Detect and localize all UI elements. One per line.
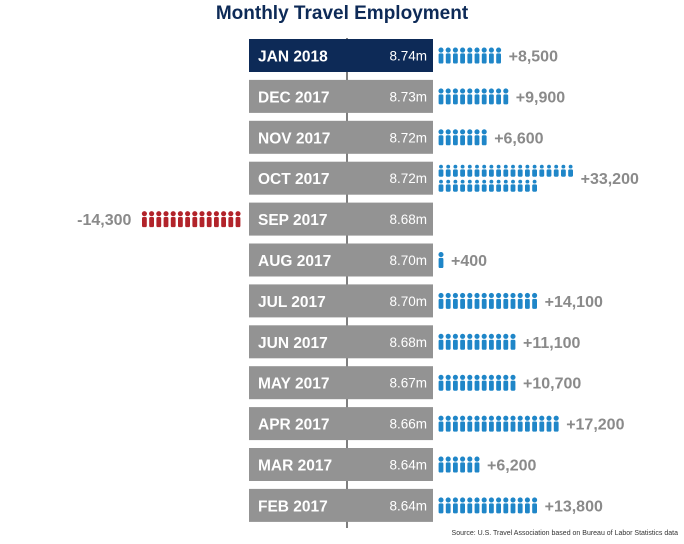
row-jan-2018: JAN 2018 8.74m +8,500	[249, 39, 558, 72]
row-nov-2017: NOV 2017 8.72m +6,600	[249, 120, 544, 154]
month-label: OCT 2017	[258, 171, 330, 188]
people-icons	[438, 292, 538, 309]
month-bar	[249, 161, 433, 195]
month-bar	[249, 39, 433, 72]
month-bar	[249, 120, 433, 154]
people-icons	[438, 415, 559, 432]
center-axis-line	[346, 38, 348, 528]
change-label: +17,200	[566, 417, 624, 434]
total-label: 8.67m	[389, 376, 427, 391]
month-bar	[249, 284, 433, 318]
total-label: 8.64m	[389, 458, 427, 473]
month-label: MAR 2017	[258, 458, 332, 475]
month-bar	[249, 407, 433, 441]
people-icons	[438, 497, 538, 514]
month-label: JUL 2017	[258, 294, 326, 311]
change-label: +14,100	[545, 294, 603, 311]
change-label: +6,200	[487, 458, 536, 475]
change-label: +6,600	[494, 130, 543, 147]
row-dec-2017: DEC 2017 8.73m +9,900	[249, 79, 565, 113]
month-label: MAY 2017	[258, 376, 330, 393]
source-note: Source: U.S. Travel Association based on…	[451, 530, 678, 537]
total-label: 8.68m	[389, 212, 427, 227]
people-icons	[438, 47, 502, 64]
row-feb-2017: FEB 2017 8.64m +13,800	[249, 488, 603, 522]
people-icons	[438, 164, 573, 192]
total-label: 8.66m	[389, 417, 427, 432]
month-bar	[249, 243, 433, 277]
total-label: 8.68m	[389, 335, 427, 350]
people-icons	[438, 456, 480, 473]
month-bar	[249, 325, 433, 359]
change-label: +9,900	[516, 89, 565, 106]
month-bar	[249, 79, 433, 113]
row-aug-2017: AUG 2017 8.70m +400	[249, 243, 487, 277]
month-label: APR 2017	[258, 417, 330, 434]
month-label: JAN 2018	[258, 49, 328, 66]
month-bar	[249, 448, 433, 481]
people-icons	[438, 88, 509, 105]
row-jun-2017: JUN 2017 8.68m +11,100	[249, 325, 581, 359]
change-label: -14,300	[77, 212, 131, 229]
row-may-2017: MAY 2017 8.67m +10,700	[249, 366, 581, 400]
change-label: +13,800	[545, 498, 603, 515]
total-label: 8.70m	[389, 294, 427, 309]
row-oct-2017: OCT 2017 8.72m +33,200	[249, 161, 639, 195]
change-label: +33,200	[581, 171, 639, 188]
row-apr-2017: APR 2017 8.66m +17,200	[249, 407, 625, 441]
total-label: 8.70m	[389, 253, 427, 268]
people-icons	[438, 129, 487, 146]
people-icons	[141, 211, 241, 228]
row-mar-2017: MAR 2017 8.64m +6,200	[249, 448, 536, 481]
total-label: 8.72m	[389, 130, 427, 145]
month-label: SEP 2017	[258, 212, 328, 229]
month-label: DEC 2017	[258, 89, 330, 106]
total-label: 8.72m	[389, 171, 427, 186]
month-label: JUN 2017	[258, 335, 328, 352]
month-label: NOV 2017	[258, 130, 330, 147]
people-icons	[438, 333, 516, 350]
total-label: 8.64m	[389, 498, 427, 513]
month-label: FEB 2017	[258, 498, 328, 515]
people-icons	[438, 374, 516, 391]
month-bar	[249, 366, 433, 400]
month-bar	[249, 202, 433, 236]
people-icons	[438, 252, 444, 268]
row-jul-2017: JUL 2017 8.70m +14,100	[249, 284, 603, 318]
total-label: 8.73m	[389, 89, 427, 104]
chart-title: Monthly Travel Employment	[215, 3, 469, 24]
month-bar	[249, 488, 433, 522]
change-label: +8,500	[509, 49, 558, 66]
row-sep-2017: SEP 2017 8.68m -14,300	[77, 202, 433, 236]
month-label: AUG 2017	[258, 253, 331, 270]
change-label: +10,700	[523, 376, 581, 393]
total-label: 8.74m	[389, 49, 427, 64]
change-label: +11,100	[523, 335, 581, 352]
change-label: +400	[451, 253, 487, 270]
